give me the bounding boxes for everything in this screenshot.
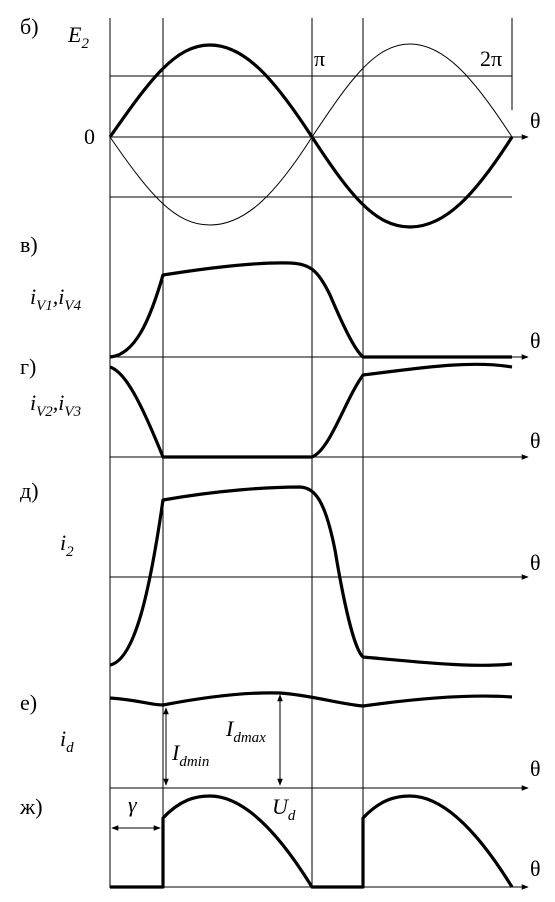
- signal-base: i: [60, 530, 66, 555]
- mark-label: π: [314, 46, 325, 71]
- signal-label: iV2,iV3: [30, 390, 81, 420]
- annotation-base: U: [272, 794, 290, 819]
- signal-sub: d: [66, 740, 74, 756]
- annotation-sub: dmin: [179, 754, 209, 770]
- signal-base: i: [30, 284, 36, 309]
- panel-label: г): [20, 354, 36, 379]
- signal-sub: 2: [66, 544, 74, 560]
- signal-label: E2: [67, 22, 89, 52]
- dimension-arrows: [111, 694, 283, 831]
- annotation: Idmin: [171, 740, 209, 770]
- annotation: Ud: [272, 794, 296, 824]
- axes: [110, 134, 529, 890]
- signal-sub: V1: [36, 298, 53, 314]
- grid: [109, 18, 513, 888]
- signal-sub: 2: [81, 36, 89, 52]
- axis-label: θ: [530, 756, 541, 781]
- panel-label: е): [20, 690, 37, 715]
- signal-base: ,i: [53, 390, 65, 415]
- signal-sub: V4: [64, 298, 81, 314]
- annotation: γ: [128, 792, 138, 817]
- axis-label: θ: [530, 328, 541, 353]
- annotation: Idmax: [225, 716, 266, 746]
- origin-label: 0: [84, 124, 95, 149]
- panel-label: б): [20, 14, 39, 39]
- axis-label: θ: [530, 550, 541, 575]
- annotation-sub: d: [288, 808, 296, 824]
- panel-label: ж): [19, 794, 43, 819]
- signal-base: i: [30, 390, 36, 415]
- signal-base: i: [60, 726, 66, 751]
- signal-label: id: [60, 726, 74, 756]
- signal-label: iV1,iV4: [30, 284, 82, 314]
- mark-label: 2π: [480, 46, 502, 71]
- panel-label: в): [20, 232, 38, 257]
- annotation-base: I: [171, 740, 181, 765]
- axis-label: θ: [530, 856, 541, 881]
- annotation-sub: dmax: [233, 730, 266, 746]
- signal-base: E: [67, 22, 82, 47]
- signal-sub: V3: [64, 404, 81, 420]
- signal-base: ,i: [53, 284, 65, 309]
- labels: б) E2 0 π 2π θ в) iV1,iV4 θ г) iV2,iV3 θ…: [19, 14, 541, 881]
- panel-label: д): [20, 478, 39, 503]
- axis-label: θ: [530, 428, 541, 453]
- signal-label: i2: [60, 530, 74, 560]
- annotation-base: I: [225, 716, 235, 741]
- signal-sub: V2: [36, 404, 53, 420]
- waveforms: [108, 43, 514, 889]
- axis-label: θ: [530, 108, 541, 133]
